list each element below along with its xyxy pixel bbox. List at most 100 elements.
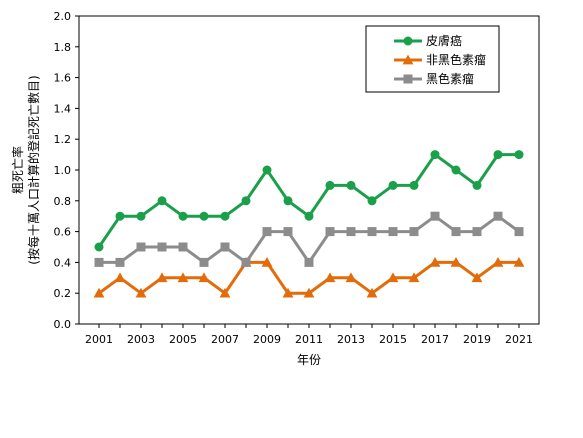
data-point	[262, 165, 272, 175]
data-point	[94, 257, 104, 267]
y-tick-label: 1.0	[54, 164, 72, 177]
data-point	[94, 242, 104, 252]
data-point	[388, 227, 398, 237]
data-point	[346, 227, 356, 237]
legend-swatch-marker	[402, 54, 414, 65]
x-tick-label: 2021	[505, 333, 533, 346]
data-point	[304, 257, 314, 267]
data-point	[303, 287, 315, 298]
data-point	[177, 272, 189, 283]
data-point	[493, 211, 503, 221]
legend-label: 皮膚癌	[426, 33, 462, 48]
data-point	[261, 257, 273, 267]
data-point	[513, 257, 525, 267]
x-axis: 2001 2003 2005 2007 2009 2011 2013 2015 2017 2019…	[85, 324, 533, 346]
data-point	[157, 196, 167, 206]
data-point	[241, 196, 251, 206]
y-tick-label: 2.0	[54, 10, 72, 23]
data-point	[514, 227, 524, 237]
legend-box	[365, 25, 500, 93]
legend-swatch-marker	[403, 36, 413, 46]
x-tick-label: 2011	[295, 333, 323, 346]
data-point	[156, 272, 168, 283]
y-tick-label: 1.4	[54, 102, 72, 115]
data-point	[198, 272, 210, 283]
series-0	[94, 150, 524, 252]
data-point	[241, 257, 251, 267]
data-point	[93, 287, 105, 298]
series-line	[99, 214, 520, 266]
data-point	[346, 180, 356, 190]
data-point	[492, 257, 504, 267]
data-point	[324, 272, 336, 283]
data-point	[430, 211, 440, 221]
y-tick-label: 1.2	[54, 133, 72, 146]
legend-swatch-marker	[403, 74, 413, 84]
x-tick-label: 2017	[421, 333, 449, 346]
y-axis-subtitle: (按每十萬人口計算的登記死亡數目)	[26, 75, 41, 264]
data-point	[430, 150, 440, 160]
data-point	[387, 272, 399, 283]
data-point	[514, 150, 524, 160]
data-point	[220, 242, 230, 252]
data-point	[114, 272, 126, 283]
y-tick-label: 0.6	[54, 226, 72, 239]
x-tick-label: 2019	[463, 333, 491, 346]
data-point	[199, 257, 209, 267]
x-tick-label: 2013	[337, 333, 365, 346]
legend-item: 皮膚癌	[394, 33, 462, 48]
data-point	[325, 180, 335, 190]
y-tick-label: 0.0	[54, 318, 72, 331]
data-point	[136, 242, 146, 252]
x-axis-title: 年份	[297, 353, 321, 367]
x-tick-label: 2015	[379, 333, 407, 346]
data-point	[115, 257, 125, 267]
data-point	[199, 211, 209, 221]
x-tick-label: 2009	[253, 333, 281, 346]
data-point	[135, 287, 147, 298]
data-point	[493, 150, 503, 160]
x-tick-label: 2005	[169, 333, 197, 346]
data-point	[282, 287, 294, 298]
x-tick-label: 2003	[127, 333, 155, 346]
data-point	[367, 196, 377, 206]
data-point	[115, 211, 125, 221]
y-tick-label: 0.2	[54, 287, 72, 300]
x-tick-label: 2001	[85, 333, 113, 346]
y-tick-label: 1.6	[54, 72, 72, 85]
legend-label: 黑色素瘤	[426, 71, 474, 86]
data-point	[345, 272, 357, 283]
data-point	[157, 242, 167, 252]
data-point	[388, 180, 398, 190]
y-axis: 0.0 0.2 0.4 0.6 0.8 1.0 1.2 1.4 1.6 1.8 2.0	[54, 10, 79, 331]
y-tick-label: 1.8	[54, 41, 72, 54]
y-tick-label: 0.4	[54, 256, 72, 269]
data-point	[178, 242, 188, 252]
series-1	[93, 257, 525, 298]
data-point	[219, 287, 231, 298]
legend-item: 黑色素瘤	[394, 71, 474, 86]
series-2	[94, 211, 524, 267]
data-point	[472, 180, 482, 190]
data-point	[220, 211, 230, 221]
data-point	[472, 227, 482, 237]
data-point	[366, 287, 378, 298]
legend-label: 非黑色素瘤	[426, 52, 486, 67]
data-point	[429, 257, 441, 267]
data-point	[304, 211, 314, 221]
data-point	[262, 227, 272, 237]
legend-item: 非黑色素瘤	[394, 52, 486, 67]
y-axis-title: 粗死亡率	[10, 146, 25, 194]
data-point	[283, 227, 293, 237]
data-point	[283, 196, 293, 206]
data-point	[409, 227, 419, 237]
y-tick-label: 0.8	[54, 195, 72, 208]
data-point	[136, 211, 146, 221]
data-point	[367, 227, 377, 237]
series-layer	[93, 150, 525, 298]
data-point	[451, 165, 461, 175]
data-point	[450, 257, 462, 267]
data-point	[408, 272, 420, 283]
